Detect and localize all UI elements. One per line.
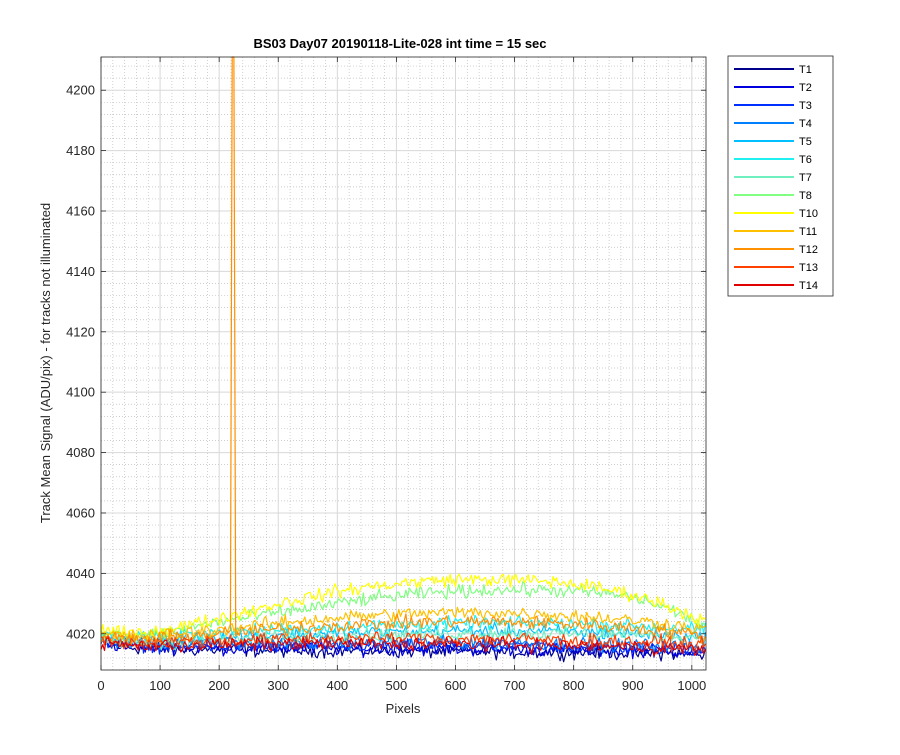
series-line-t12 (100, 56, 706, 646)
chart-title: BS03 Day07 20190118-Lite-028 int time = … (253, 36, 546, 51)
y-tick-label: 4060 (66, 505, 95, 520)
x-tick-label: 600 (445, 678, 467, 693)
x-tick-label: 800 (563, 678, 585, 693)
legend-label-t8: T8 (799, 190, 812, 202)
x-tick-label: 200 (208, 678, 230, 693)
y-tick-label: 4160 (66, 204, 95, 219)
series-line-t14 (100, 635, 706, 657)
x-tick-label: 900 (622, 678, 644, 693)
x-tick-label: 1000 (677, 678, 706, 693)
y-tick-label: 4080 (66, 445, 95, 460)
x-tick-label: 100 (149, 678, 171, 693)
y-tick-label: 4180 (66, 143, 95, 158)
plot-frame (100, 56, 707, 671)
legend-label-t11: T11 (799, 226, 817, 238)
legend-label-t12: T12 (799, 244, 818, 256)
legend-label-t2: T2 (799, 82, 812, 94)
x-axis-label: Pixels (386, 701, 421, 716)
y-tick-label: 4120 (66, 324, 95, 339)
legend-label-t4: T4 (799, 118, 812, 130)
legend-label-t13: T13 (799, 262, 818, 274)
legend: T1 T2 T3 T4 T5 T6 T7 T8 T10 T11 T12 T13 T14 (727, 55, 834, 297)
series-line-t1 (100, 638, 706, 663)
y-tick-label: 4020 (66, 626, 95, 641)
legend-label-t6: T6 (799, 154, 812, 166)
x-tick-label: 400 (326, 678, 348, 693)
y-tick-label: 4140 (66, 264, 95, 279)
series-line-t11 (100, 606, 706, 641)
y-axis-label: Track Mean Signal (ADU/pix) - for tracks… (38, 203, 53, 523)
plot-area (101, 57, 706, 670)
legend-label-t1: T1 (799, 64, 812, 76)
legend-label-t3: T3 (799, 100, 812, 112)
x-tick-label: 700 (504, 678, 526, 693)
legend-label-t5: T5 (799, 136, 812, 148)
axis-ticks: 4020 4040 4060 4080 4100 4120 4140 4160 4180 4200… (66, 57, 706, 693)
legend-label-t10: T10 (799, 208, 818, 220)
y-tick-label: 4200 (66, 83, 95, 98)
y-tick-label: 4040 (66, 566, 95, 581)
minor-grid (101, 57, 706, 671)
x-tick-label: 300 (267, 678, 289, 693)
x-tick-label: 0 (97, 678, 104, 693)
x-tick-label: 500 (386, 678, 408, 693)
legend-label-t14: T14 (799, 280, 818, 292)
series-layer (100, 56, 706, 663)
legend-label-t7: T7 (799, 172, 812, 184)
y-tick-label: 4100 (66, 385, 95, 400)
